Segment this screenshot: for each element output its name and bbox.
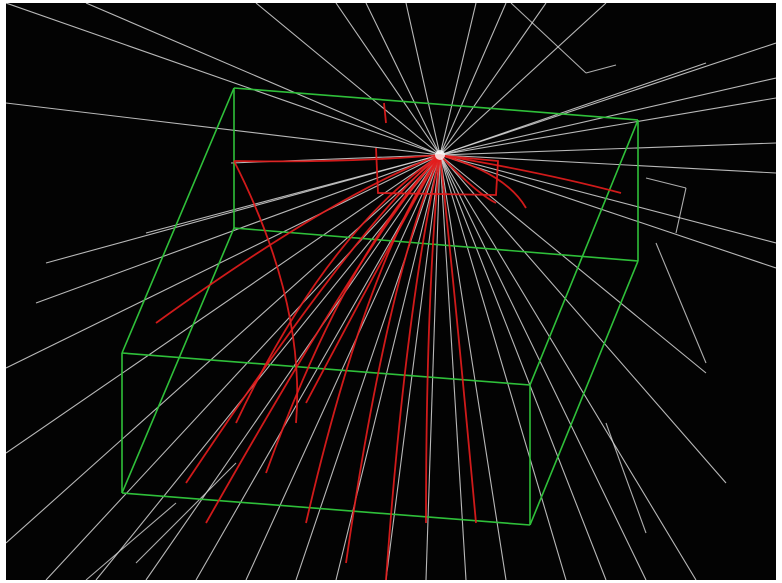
neutral-track-36 [6, 154, 441, 544]
detector-edge-1 [233, 87, 639, 121]
detector-edge-3 [233, 227, 639, 262]
stray-track-8 [85, 502, 177, 580]
event-display-viewport [6, 3, 776, 580]
vertex-core [435, 150, 445, 160]
neutral-track-10 [439, 3, 607, 156]
neutral-track-35 [45, 154, 441, 580]
neutral-track-21 [439, 154, 697, 580]
neutral-track-4 [335, 3, 441, 156]
neutral-track-3 [255, 3, 441, 156]
charged-track-13 [233, 160, 299, 424]
stray-track-5 [605, 422, 647, 534]
charged-track-18 [375, 147, 499, 196]
neutral-track-2 [85, 3, 441, 156]
neutral-track-26 [439, 154, 467, 580]
interaction-vertex [435, 150, 445, 160]
charged-track-17 [383, 102, 387, 124]
neutral-track-6 [405, 3, 441, 156]
charged-track-9 [205, 154, 441, 524]
charged-track-6 [385, 154, 441, 580]
neutral-track-41 [145, 154, 441, 234]
event-display-scene [6, 3, 776, 580]
neutral-track-23 [439, 154, 607, 580]
charged-track-1 [155, 154, 441, 324]
neutral-track-43 [6, 102, 441, 156]
stray-track-1 [510, 3, 587, 74]
charged-tracks [155, 102, 622, 580]
charged-track-2 [235, 154, 441, 424]
charged-track-11 [305, 154, 441, 404]
neutral-track-34 [95, 154, 441, 580]
stray-track-4 [675, 187, 687, 234]
neutral-track-8 [439, 3, 507, 156]
neutral-track-24 [439, 154, 567, 580]
stray-track-2 [585, 64, 617, 74]
neutral-track-20 [439, 154, 727, 484]
neutral-track-16 [439, 154, 776, 174]
charged-track-10 [185, 154, 441, 484]
stray-track-6 [655, 242, 707, 364]
neutral-track-9 [439, 3, 547, 156]
detector-edge-12 [121, 227, 235, 494]
neutral-track-7 [439, 3, 477, 156]
neutral-track-37 [6, 154, 441, 454]
stray-track-3 [645, 177, 687, 189]
neutral-track-19 [439, 154, 707, 374]
stray-track-7 [135, 462, 237, 564]
charged-track-5 [345, 154, 441, 564]
charged-track-8 [439, 154, 477, 524]
charged-track-14 [439, 154, 527, 209]
neutral-track-38 [6, 154, 441, 369]
neutral-track-31 [245, 154, 441, 580]
neutral-tracks [6, 3, 776, 580]
neutral-track-13 [439, 77, 776, 156]
neutral-track-25 [439, 154, 507, 580]
neutral-track-27 [425, 154, 441, 580]
detector-edge-7 [121, 492, 531, 526]
detector-edge-5 [121, 352, 531, 386]
detector-box [121, 87, 639, 526]
neutral-track-28 [385, 154, 441, 580]
neutral-track-15 [439, 142, 776, 156]
charged-track-12 [233, 154, 441, 163]
charged-track-15 [439, 154, 622, 194]
neutral-track-32 [195, 154, 441, 580]
charged-track-16 [439, 154, 497, 204]
detector-edge-11 [529, 260, 639, 526]
neutral-track-33 [145, 154, 441, 580]
neutral-track-40 [45, 154, 441, 264]
neutral-track-12 [439, 42, 776, 156]
detector-edge-10 [529, 119, 639, 386]
neutral-track-22 [439, 154, 647, 580]
neutral-track-14 [439, 97, 776, 156]
neutral-track-1 [6, 3, 441, 156]
neutral-track-5 [365, 3, 441, 156]
neutral-track-18 [439, 154, 776, 269]
detector-edge-9 [121, 87, 235, 354]
neutral-track-17 [439, 154, 776, 244]
charged-track-4 [305, 154, 441, 524]
